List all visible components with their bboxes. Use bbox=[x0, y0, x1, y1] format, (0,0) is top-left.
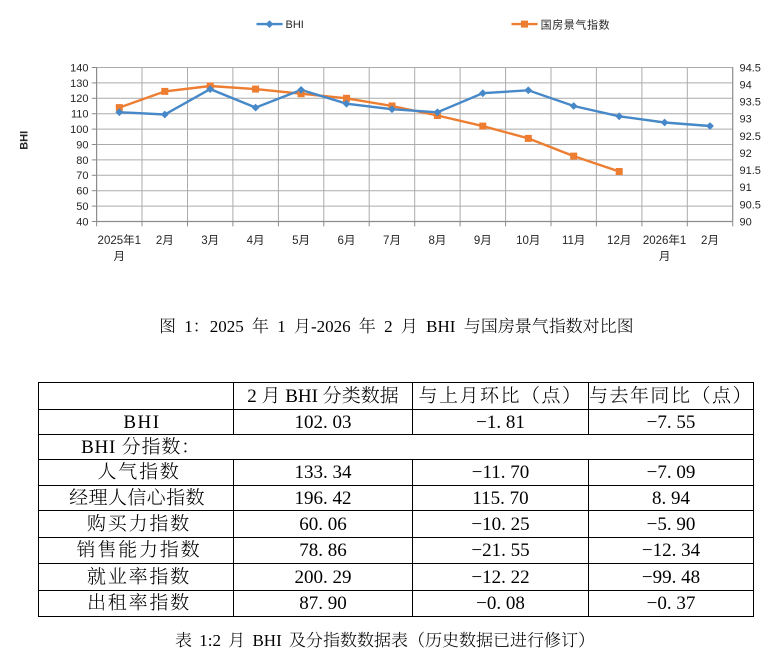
svg-text:94: 94 bbox=[740, 80, 752, 92]
svg-text:BHI: BHI bbox=[286, 19, 304, 31]
svg-text:8月: 8月 bbox=[428, 235, 446, 247]
svg-text:93.5: 93.5 bbox=[740, 97, 761, 109]
svg-text:90: 90 bbox=[76, 139, 88, 151]
svg-text:92: 92 bbox=[740, 148, 752, 160]
svg-text:12月: 12月 bbox=[607, 235, 631, 247]
svg-text:91.5: 91.5 bbox=[740, 165, 761, 177]
svg-text:11月: 11月 bbox=[562, 235, 585, 247]
svg-text:130: 130 bbox=[70, 78, 88, 90]
svg-text:9月: 9月 bbox=[474, 235, 492, 247]
svg-text:国房景气指数: 国房景气指数 bbox=[541, 18, 611, 32]
svg-text:70: 70 bbox=[76, 170, 88, 182]
svg-text:90: 90 bbox=[740, 216, 752, 228]
svg-text:93: 93 bbox=[740, 114, 752, 126]
svg-text:120: 120 bbox=[70, 93, 88, 105]
svg-text:90.5: 90.5 bbox=[740, 199, 761, 211]
svg-text:100: 100 bbox=[70, 124, 88, 136]
svg-text:BHI: BHI bbox=[19, 131, 31, 150]
svg-text:140: 140 bbox=[70, 62, 88, 74]
svg-text:92.5: 92.5 bbox=[740, 131, 761, 143]
svg-text:80: 80 bbox=[76, 155, 88, 167]
svg-text:60: 60 bbox=[76, 186, 88, 198]
svg-text:月: 月 bbox=[659, 251, 671, 263]
svg-text:91: 91 bbox=[740, 182, 752, 194]
svg-text:4月: 4月 bbox=[247, 235, 265, 247]
svg-text:2025年1: 2025年1 bbox=[98, 233, 141, 247]
svg-text:5月: 5月 bbox=[292, 235, 310, 247]
svg-text:6月: 6月 bbox=[338, 235, 356, 247]
svg-text:2月: 2月 bbox=[701, 235, 719, 247]
svg-text:3月: 3月 bbox=[201, 235, 219, 247]
svg-text:月: 月 bbox=[114, 251, 126, 263]
svg-text:10月: 10月 bbox=[516, 235, 540, 247]
svg-text:7月: 7月 bbox=[383, 235, 401, 247]
svg-text:50: 50 bbox=[76, 201, 88, 213]
svg-text:94.5: 94.5 bbox=[740, 62, 761, 74]
svg-text:2月: 2月 bbox=[156, 235, 174, 247]
svg-text:110: 110 bbox=[71, 109, 89, 121]
svg-text:40: 40 bbox=[76, 216, 88, 228]
svg-text:2026年1: 2026年1 bbox=[643, 233, 686, 247]
